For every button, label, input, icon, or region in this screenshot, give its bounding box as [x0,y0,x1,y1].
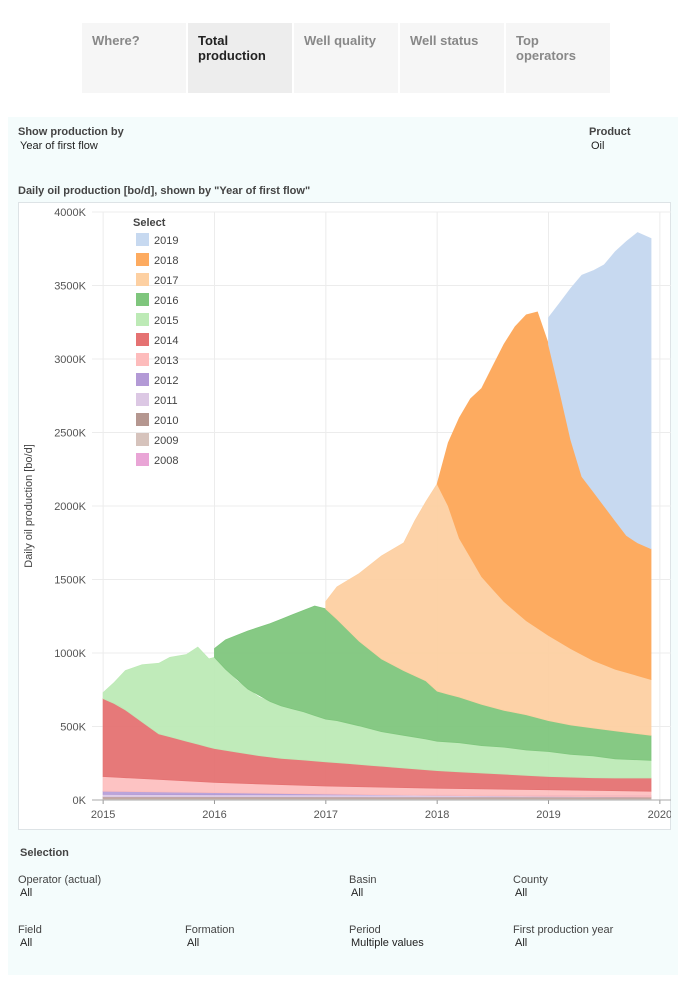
legend-swatch-2010[interactable] [136,413,149,426]
y-tick-label: 0K [73,795,87,807]
tab-where[interactable]: Where? [82,23,186,93]
filter-formation-value[interactable]: All [187,937,200,949]
filter-first-production-year-value[interactable]: All [515,937,528,949]
tab-total-production[interactable]: Total production [188,23,292,93]
area-2017[interactable] [325,483,652,736]
x-tick-label: 2018 [425,809,449,821]
filter-operator-value[interactable]: All [20,887,33,899]
legend-swatch-2016[interactable] [136,293,149,306]
y-tick-label: 3500K [54,281,86,293]
y-tick-label: 1500K [54,575,86,587]
legend-swatch-2012[interactable] [136,373,149,386]
legend: Select 2019 2018 2017 2016 2015 2014 2013 2012 20… [133,217,178,467]
y-tick-label: 2000K [54,501,86,513]
filter-first-production-year-label: First production year [513,924,614,936]
tab-bar: Where? Total production Well quality Wel… [82,23,612,93]
chart-frame [18,202,671,830]
filter-field-label: Field [18,924,42,936]
product-label: Product [589,126,631,138]
filter-operator-label: Operator (actual) [18,874,102,886]
legend-title: Select [133,217,166,229]
tab-top-operators[interactable]: Top operators [506,23,610,93]
chart-title: Daily oil production [bo/d], shown by "Y… [18,185,311,197]
area-series [102,232,652,801]
legend-label-2015[interactable]: 2015 [154,315,178,327]
tab-well-status[interactable]: Well status [400,23,504,93]
y-tick-label: 500K [60,722,86,734]
x-tick-label: 2016 [202,809,226,821]
legend-label-2013[interactable]: 2013 [154,355,178,367]
area-2019[interactable] [548,232,652,550]
legend-label-2011[interactable]: 2011 [154,395,178,407]
y-tick-label: 1000K [54,648,86,660]
y-axis-label: Daily oil production [bo/d] [23,444,35,568]
filter-county-label: County [513,874,548,886]
legend-swatch-2008[interactable] [136,453,149,466]
y-tick-label: 3000K [54,354,86,366]
legend-label-2010[interactable]: 2010 [154,415,178,427]
show-by-dropdown[interactable]: Year of first flow [20,140,98,152]
legend-swatch-2011[interactable] [136,393,149,406]
product-dropdown[interactable]: Oil [591,140,605,152]
x-tick-label: 2015 [91,809,115,821]
filter-period-value[interactable]: Multiple values [351,937,424,949]
filter-basin-value[interactable]: All [351,887,364,899]
legend-label-2019[interactable]: 2019 [154,235,178,247]
legend-label-2016[interactable]: 2016 [154,295,178,307]
filter-formation-label: Formation [185,924,235,936]
area-2018[interactable] [436,311,652,681]
legend-swatch-2018[interactable] [136,253,149,266]
production-area-chart[interactable]: 0K 500K 1000K 1500K 2000K 2500K 3000K 3500K 4000… [18,202,672,830]
legend-swatch-2019[interactable] [136,233,149,246]
y-tick-label: 4000K [54,207,86,219]
x-axis: 2015 2016 2017 2018 2019 2020 [91,799,672,821]
legend-label-2014[interactable]: 2014 [154,335,178,347]
legend-swatch-2013[interactable] [136,353,149,366]
legend-label-2008[interactable]: 2008 [154,455,178,467]
area-2014[interactable] [102,697,652,792]
tab-well-quality[interactable]: Well quality [294,23,398,93]
y-axis: 0K 500K 1000K 1500K 2000K 2500K 3000K 3500K 4000… [54,207,86,807]
legend-label-2018[interactable]: 2018 [154,255,178,267]
filter-period-label: Period [349,924,381,936]
legend-swatch-2015[interactable] [136,313,149,326]
x-tick-label: 2020 [648,809,671,821]
show-by-label: Show production by [18,126,124,138]
x-tick-label: 2019 [536,809,560,821]
y-tick-label: 2500K [54,428,86,440]
legend-label-2012[interactable]: 2012 [154,375,178,387]
chart-container: 0K 500K 1000K 1500K 2000K 2500K 3000K 3500K 4000… [18,202,672,830]
filter-field-value[interactable]: All [20,937,33,949]
filter-basin-label: Basin [349,874,377,886]
filter-county-value[interactable]: All [515,887,528,899]
legend-swatch-2017[interactable] [136,273,149,286]
legend-swatch-2014[interactable] [136,333,149,346]
legend-label-2017[interactable]: 2017 [154,275,178,287]
legend-swatch-2009[interactable] [136,433,149,446]
selection-title: Selection [20,847,69,859]
legend-label-2009[interactable]: 2009 [154,435,178,447]
x-tick-label: 2017 [314,809,338,821]
